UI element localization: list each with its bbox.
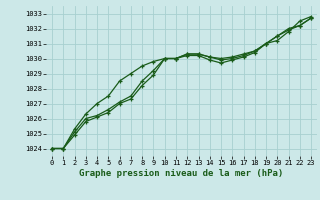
X-axis label: Graphe pression niveau de la mer (hPa): Graphe pression niveau de la mer (hPa) xyxy=(79,169,284,178)
